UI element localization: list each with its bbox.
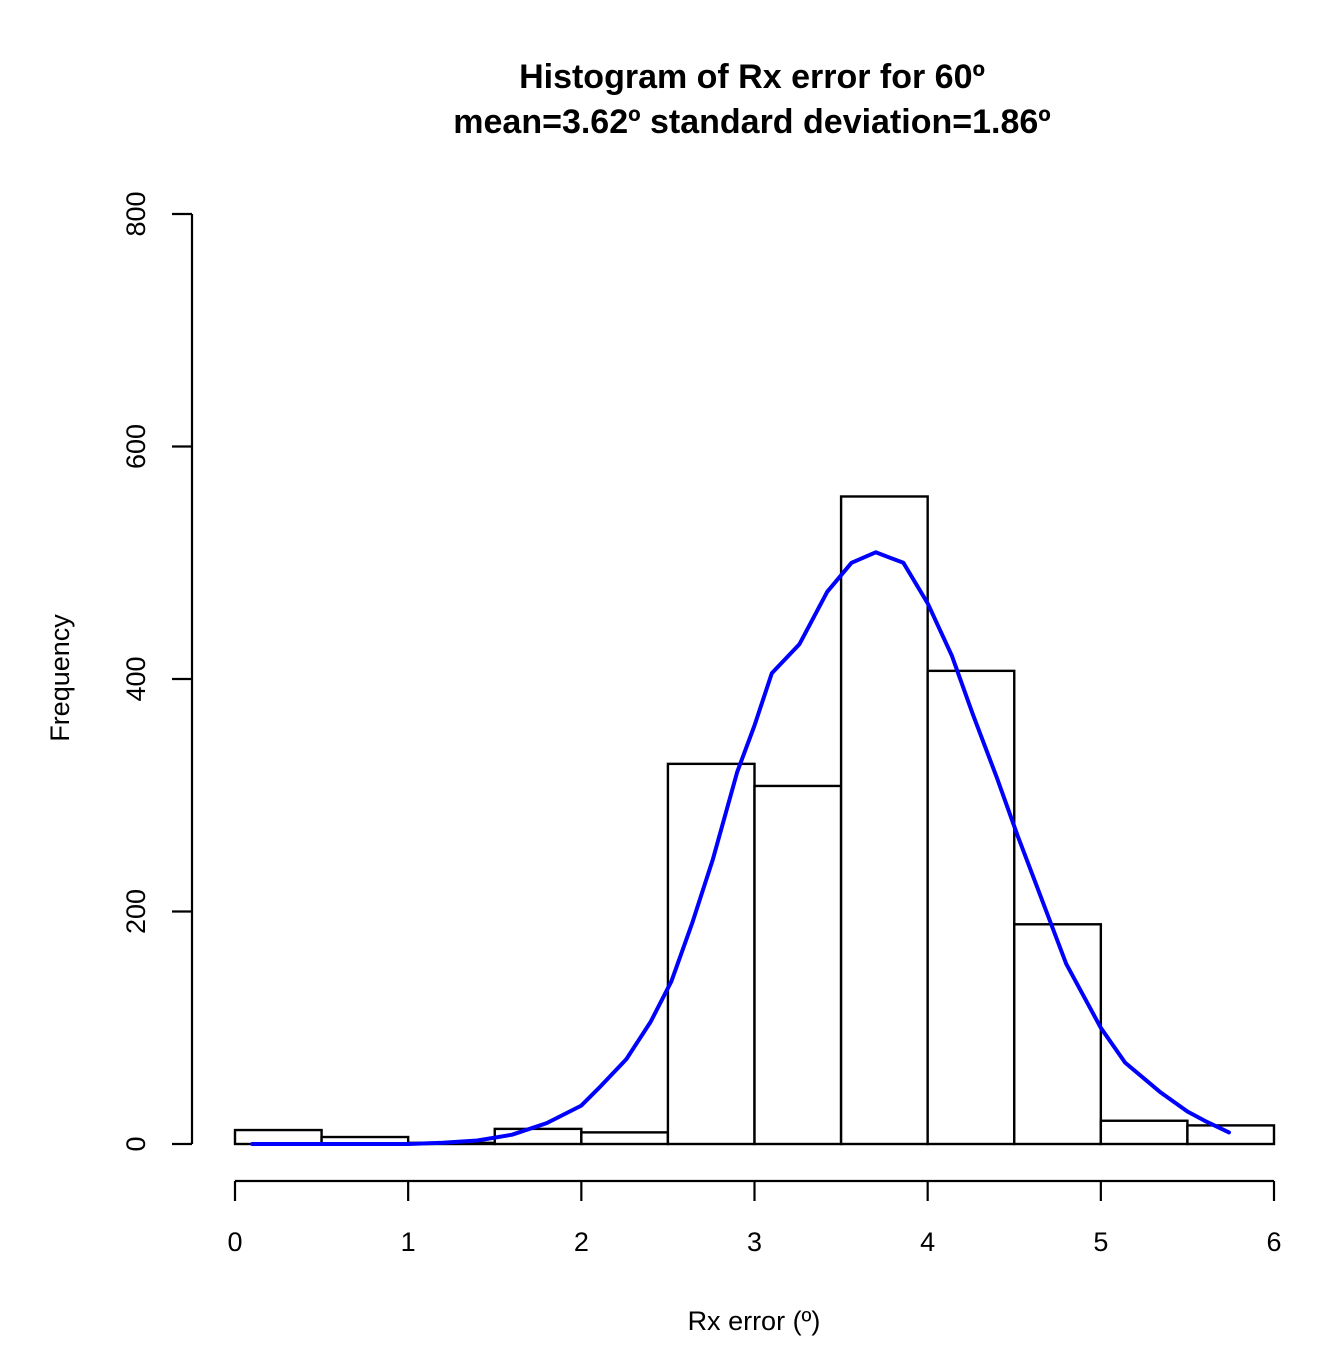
x-axis-label: Rx error (º) [688, 1306, 821, 1336]
y-tick-label-3: 600 [121, 424, 151, 469]
x-tick-label-0: 0 [227, 1227, 242, 1257]
y-tick-label-4: 800 [121, 191, 151, 236]
y-tick-label-1: 200 [121, 889, 151, 934]
histogram-bar-9 [1013, 923, 1103, 1146]
histogram-bar-6 [753, 784, 843, 1146]
histogram-bars [233, 495, 1276, 1146]
fitted-normal-curve [250, 550, 1231, 1146]
y-tick-label-0: 0 [121, 1136, 151, 1151]
histogram-bar-10 [1099, 1119, 1189, 1146]
histogram-bar-11 [1186, 1124, 1276, 1146]
chart-title: Histogram of Rx error for 60º [519, 58, 985, 96]
x-axis: 0 1 2 3 4 5 6 [227, 1179, 1282, 1257]
histogram-bar-4 [580, 1131, 670, 1146]
x-tick-label-6: 6 [1266, 1227, 1281, 1257]
histogram-bar-7 [839, 495, 929, 1146]
y-axis-label: Frequency [45, 614, 75, 742]
histogram-bar-0 [233, 1128, 323, 1146]
y-tick-label-2: 400 [121, 656, 151, 701]
x-tick-label-1: 1 [401, 1227, 416, 1257]
chart-subtitle: mean=3.62º standard deviation=1.86º [453, 103, 1050, 141]
y-axis: 0 200 400 600 800 [121, 191, 194, 1152]
histogram-bar-8 [926, 669, 1016, 1146]
x-tick-label-5: 5 [1093, 1227, 1108, 1257]
x-tick-label-2: 2 [574, 1227, 589, 1257]
x-tick-label-4: 4 [920, 1227, 935, 1257]
x-tick-label-3: 3 [747, 1227, 762, 1257]
